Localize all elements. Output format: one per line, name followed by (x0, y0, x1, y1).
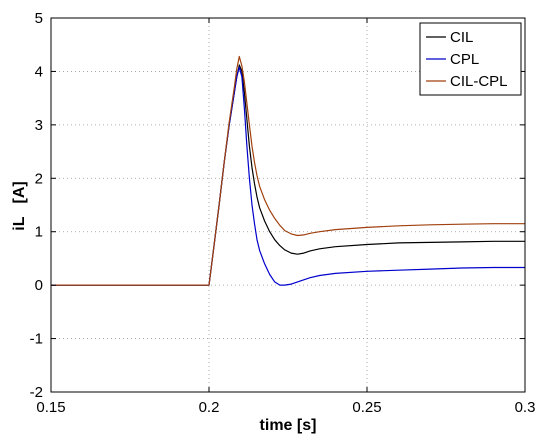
series-line-cil-cpl (51, 55, 525, 286)
legend-label: CIL (450, 29, 473, 46)
y-tick-label: 5 (35, 10, 43, 27)
x-tick-label: 0.2 (199, 399, 220, 416)
y-tick-label: 4 (35, 63, 43, 80)
y-tick-label: 0 (35, 277, 43, 294)
x-axis-label: time [s] (260, 417, 317, 434)
x-tick-label: 0.3 (515, 399, 536, 416)
axis-ticks (50, 17, 526, 393)
y-tick-label: 1 (35, 224, 43, 241)
x-tick-labels: 0.15 0.2 0.25 0.3 (36, 399, 535, 416)
y-axis-label: iL [A] (11, 181, 28, 230)
series-lines (51, 55, 525, 286)
plot-frame (50, 17, 526, 393)
legend-label: CIL-CPL (450, 73, 508, 90)
legend-label: CPL (450, 51, 479, 68)
legend: CIL CPL CIL-CPL (419, 22, 522, 96)
y-tick-label: -2 (30, 384, 43, 401)
y-tick-label: 3 (35, 117, 43, 134)
x-tick-label: 0.25 (352, 399, 381, 416)
y-tick-label: 2 (35, 170, 43, 187)
x-tick-label: 0.15 (36, 399, 65, 416)
y-tick-labels: -2 -1 0 1 2 3 4 5 (30, 10, 43, 401)
y-tick-label: -1 (30, 331, 43, 348)
